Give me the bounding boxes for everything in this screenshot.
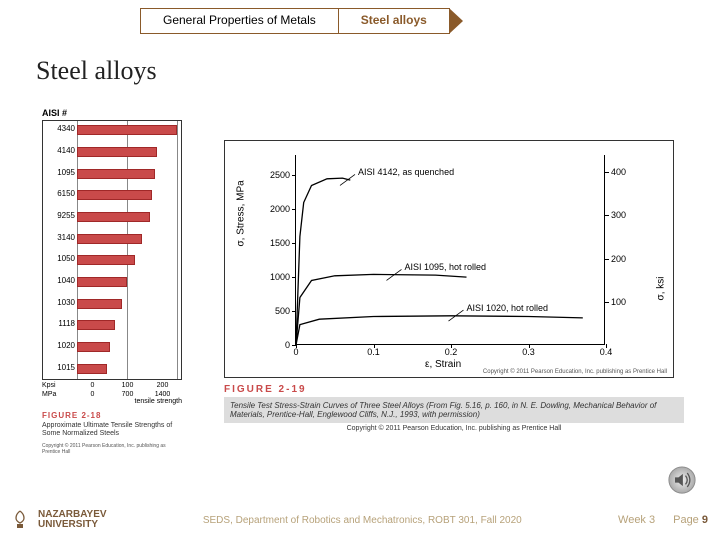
bar [77, 190, 152, 200]
fig218-mpa-axis: MPa07001400 [42, 391, 182, 398]
page-title: Steel alloys [36, 56, 157, 86]
bar-label: 1020 [45, 341, 75, 350]
crumb-general: General Properties of Metals [140, 8, 338, 34]
bar [77, 169, 155, 179]
bar-label: 1118 [45, 319, 75, 328]
footer-page: Page 9 [673, 514, 708, 526]
bar-label: 1015 [45, 363, 75, 372]
bar [77, 125, 177, 135]
bar-label: 3140 [45, 233, 75, 242]
curve-label: AISI 4142, as quenched [358, 167, 454, 177]
bar-label: 4140 [45, 146, 75, 155]
uni-name-2: UNIVERSITY [38, 519, 98, 530]
bar-label: 4340 [45, 124, 75, 133]
curve-label: AISI 1095, hot rolled [405, 262, 487, 272]
uni-name-1: NAZARBAYEV [38, 509, 107, 520]
bar [77, 342, 110, 352]
bar [77, 147, 157, 157]
figure-2-18: AISI # 4340 4140 1095 6150 9255 3140 1050 1040 1… [42, 108, 182, 455]
bar [77, 212, 150, 222]
speaker-icon[interactable] [668, 466, 696, 494]
y2-axis-title: σ, ksi [656, 277, 667, 301]
crumb-arrow-icon [450, 8, 464, 34]
fig218-caption-txt: Approximate Ultimate Tensile Strengths o… [42, 422, 182, 439]
fig218-header: AISI # [42, 108, 182, 118]
x-axis-title: ε, Strain [425, 359, 461, 370]
y-axis-title: σ, Stress, MPa [236, 180, 247, 246]
bar [77, 277, 127, 287]
bar [77, 364, 107, 374]
bar [77, 299, 122, 309]
plot-area: 0500100015002000250010020030040000.10.20… [295, 155, 605, 345]
bar-label: 1095 [45, 168, 75, 177]
crumb-steel: Steel alloys [338, 8, 450, 34]
bar-label: 1030 [45, 298, 75, 307]
fig218-bars: 4340 4140 1095 6150 9255 3140 1050 1040 1030 1118… [42, 120, 182, 380]
bar-label: 1040 [45, 276, 75, 285]
fig218-kpsi-axis: Kpsi0100200 [42, 382, 182, 389]
fig219-copyright: Copyright © 2011 Pearson Education, Inc.… [224, 425, 684, 432]
bar-label: 6150 [45, 189, 75, 198]
fig219-plot-copy: Copyright © 2011 Pearson Education, Inc.… [483, 369, 667, 375]
fig219-plot: σ, Stress, MPa σ, ksi ε, Strain 05001000… [224, 140, 674, 378]
breadcrumb: General Properties of Metals Steel alloy… [140, 8, 464, 34]
bar [77, 320, 115, 330]
footer-week: Week 3 [618, 514, 655, 526]
university-logo: NAZARBAYEVUNIVERSITY [8, 508, 107, 532]
logo-lamp-icon [8, 508, 32, 532]
footer: NAZARBAYEVUNIVERSITY SEDS, Department of… [0, 500, 720, 540]
bar [77, 255, 135, 265]
fig218-xlabel: tensile strength [42, 398, 182, 405]
footer-dept: SEDS, Department of Robotics and Mechatr… [107, 515, 618, 526]
fig219-caption-txt: Tensile Test Stress-Strain Curves of Thr… [224, 397, 684, 423]
figure-2-19: σ, Stress, MPa σ, ksi ε, Strain 05001000… [224, 140, 684, 432]
fig218-caption-num: FIGURE 2-18 [42, 411, 182, 420]
fig219-caption-num: FIGURE 2-19 [224, 384, 684, 395]
bar-label: 9255 [45, 211, 75, 220]
bar-label: 1050 [45, 254, 75, 263]
fig218-copyright: Copyright © 2011 Pearson Education, Inc.… [42, 443, 182, 455]
curves-svg [296, 155, 606, 345]
curve-label: AISI 1020, hot rolled [467, 303, 549, 313]
bar [77, 234, 142, 244]
